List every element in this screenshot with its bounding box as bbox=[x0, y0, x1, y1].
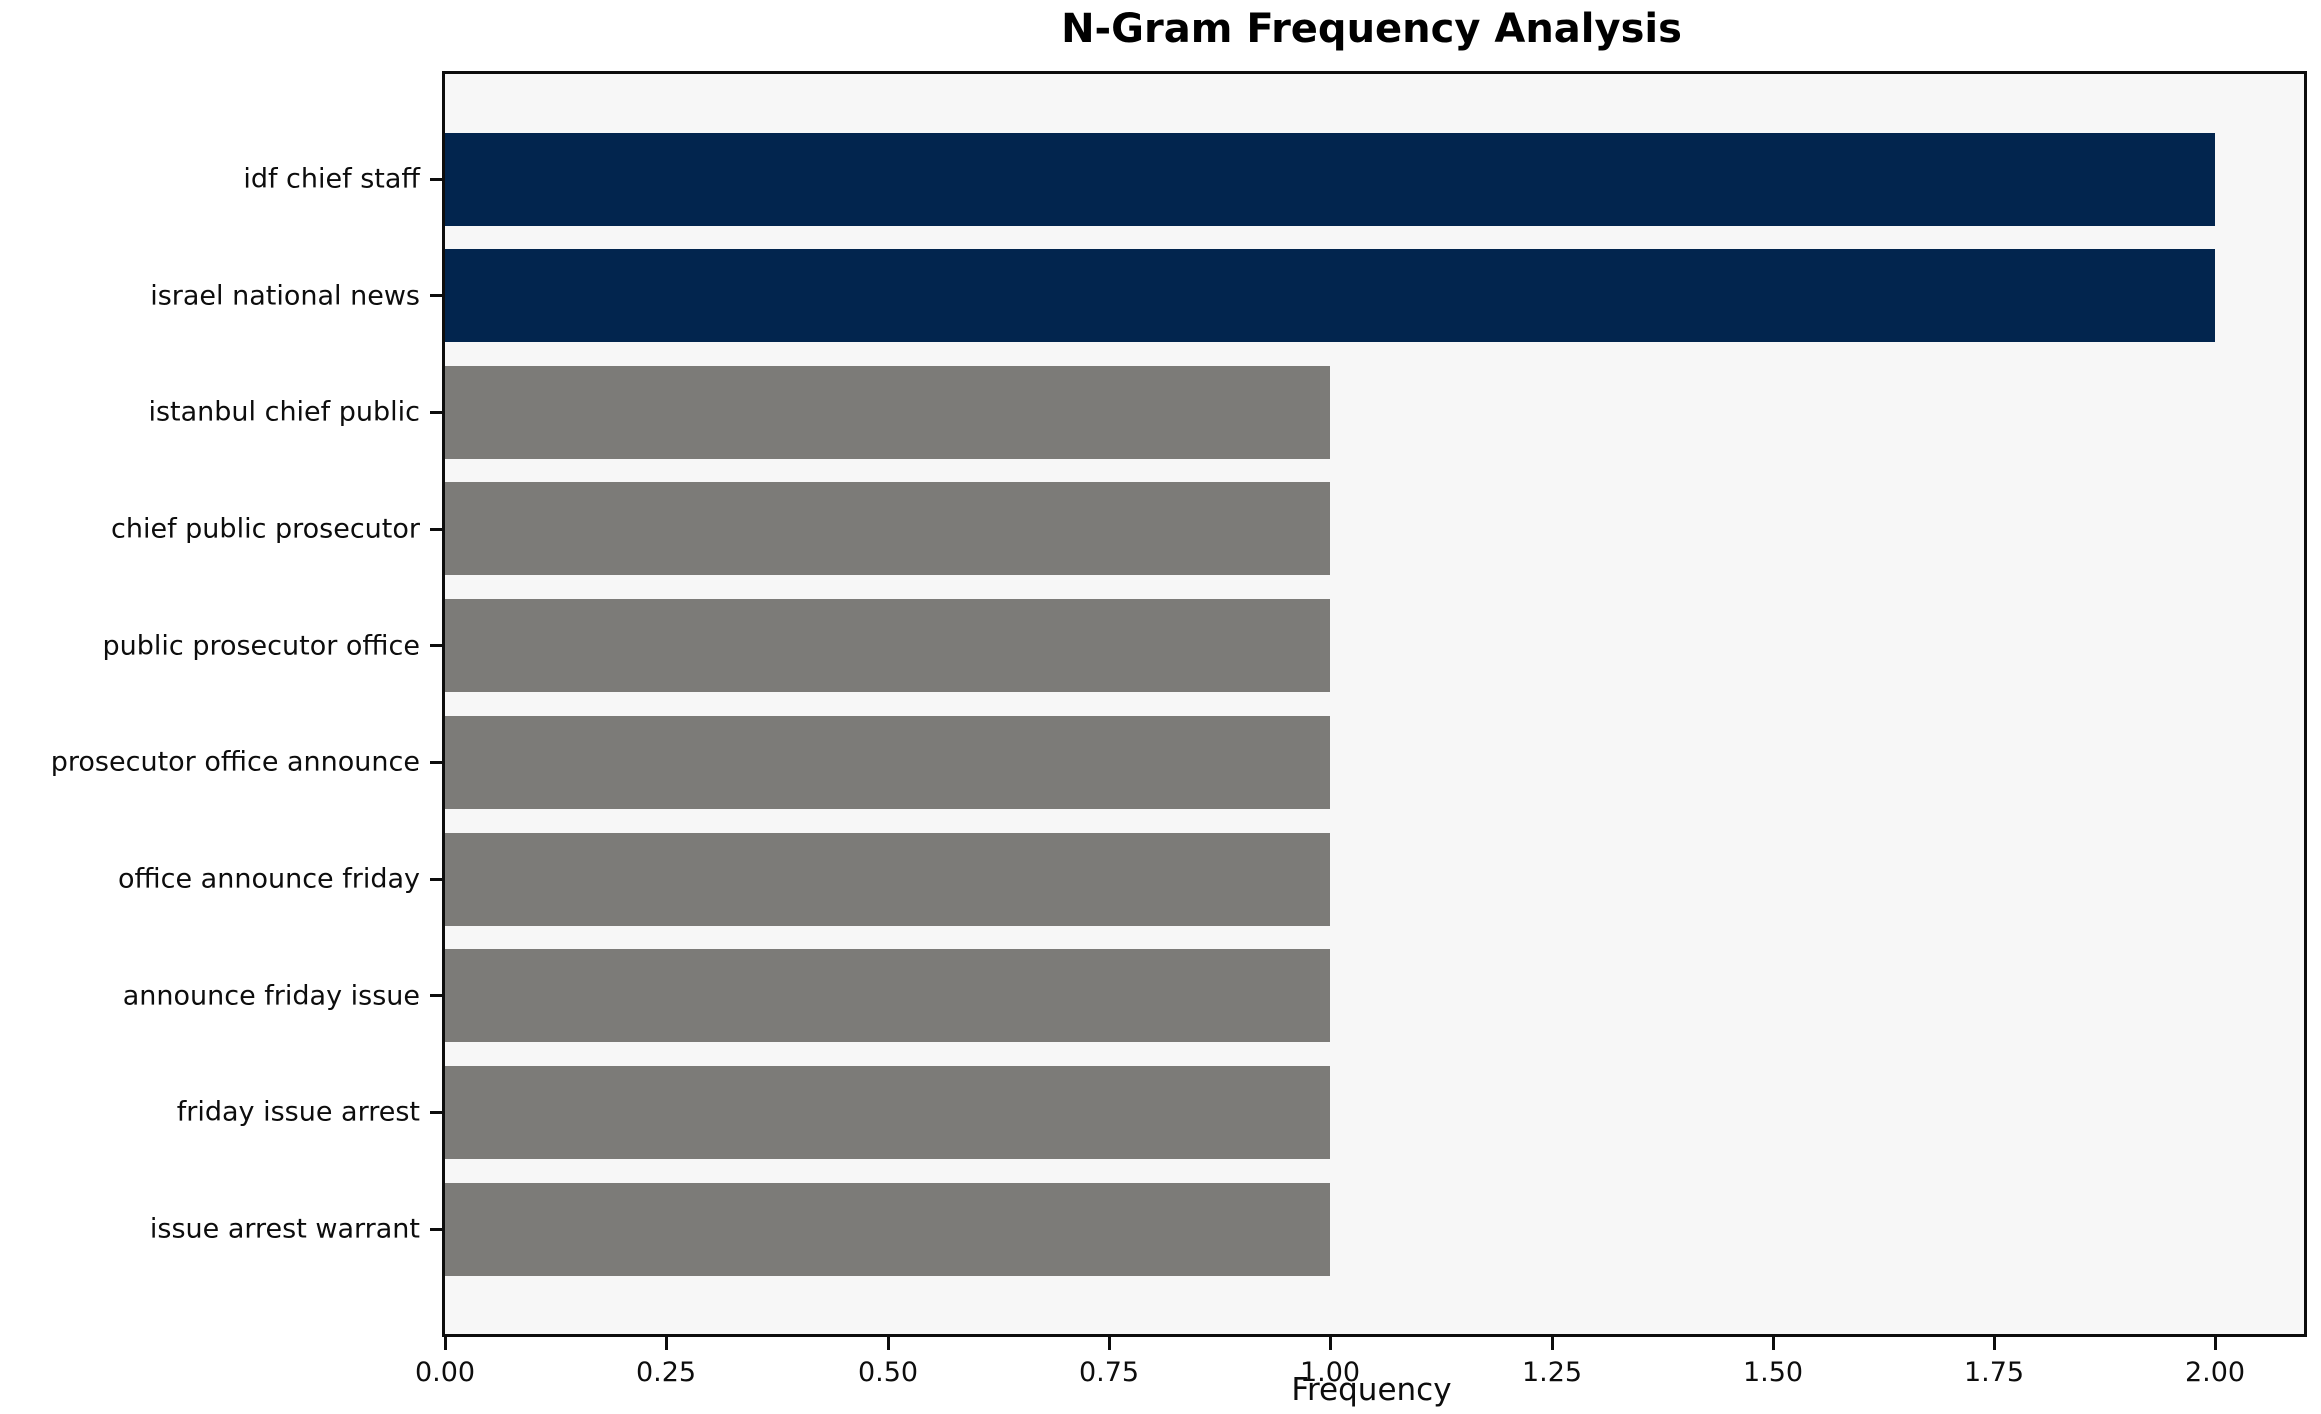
x-tick-label-0.25: 0.25 bbox=[635, 1357, 697, 1388]
x-tick-0.75 bbox=[1107, 1337, 1111, 1350]
y-tick-label-public-prosecutor-office: public prosecutor office bbox=[102, 630, 421, 662]
bar-office-announce-friday bbox=[445, 833, 1330, 926]
bar-idf-chief-staff bbox=[445, 133, 2215, 226]
x-tick-0.00 bbox=[443, 1337, 447, 1350]
y-tick-label-istanbul-chief-public: istanbul chief public bbox=[148, 396, 420, 428]
y-tick-label-prosecutor-office-announce: prosecutor office announce bbox=[50, 746, 420, 778]
y-tick-issue-arrest-warrant bbox=[430, 1228, 442, 1231]
y-tick-label-office-announce-friday: office announce friday bbox=[118, 863, 420, 895]
y-tick-israel-national-news bbox=[430, 294, 442, 297]
x-tick-label-0.75: 0.75 bbox=[1078, 1357, 1140, 1388]
bar-istanbul-chief-public bbox=[445, 366, 1330, 459]
x-tick-1.50 bbox=[1771, 1337, 1775, 1350]
y-tick-label-friday-issue-arrest: friday issue arrest bbox=[176, 1096, 420, 1128]
y-tick-idf-chief-staff bbox=[430, 178, 442, 181]
y-tick-label-chief-public-prosecutor: chief public prosecutor bbox=[111, 513, 420, 545]
bar-public-prosecutor-office bbox=[445, 599, 1330, 692]
y-tick-label-israel-national-news: israel national news bbox=[150, 280, 420, 312]
x-tick-label-1.50: 1.50 bbox=[1742, 1357, 1804, 1388]
y-tick-chief-public-prosecutor bbox=[430, 528, 442, 531]
y-tick-office-announce-friday bbox=[430, 878, 442, 881]
y-tick-announce-friday-issue bbox=[430, 994, 442, 997]
y-tick-public-prosecutor-office bbox=[430, 644, 442, 647]
x-tick-label-1.00: 1.00 bbox=[1299, 1357, 1361, 1388]
bar-issue-arrest-warrant bbox=[445, 1183, 1330, 1276]
x-tick-0.25 bbox=[664, 1337, 668, 1350]
y-tick-friday-issue-arrest bbox=[430, 1111, 442, 1114]
x-tick-1.25 bbox=[1550, 1337, 1554, 1350]
x-tick-label-0.50: 0.50 bbox=[857, 1357, 919, 1388]
x-tick-label-1.75: 1.75 bbox=[1963, 1357, 2025, 1388]
y-tick-prosecutor-office-announce bbox=[430, 761, 442, 764]
bar-prosecutor-office-announce bbox=[445, 716, 1330, 809]
y-tick-label-issue-arrest-warrant: issue arrest warrant bbox=[149, 1213, 420, 1245]
plot-area bbox=[442, 71, 2307, 1337]
y-tick-label-announce-friday-issue: announce friday issue bbox=[122, 980, 420, 1012]
chart-title: N-Gram Frequency Analysis bbox=[1061, 6, 1682, 52]
bar-chief-public-prosecutor bbox=[445, 482, 1330, 575]
x-tick-label-0.00: 0.00 bbox=[414, 1357, 476, 1388]
bar-friday-issue-arrest bbox=[445, 1066, 1330, 1159]
x-axis-label: Frequency bbox=[1291, 1372, 1452, 1408]
x-tick-label-1.25: 1.25 bbox=[1521, 1357, 1583, 1388]
bar-israel-national-news bbox=[445, 249, 2215, 342]
y-tick-istanbul-chief-public bbox=[430, 411, 442, 414]
y-tick-label-idf-chief-staff: idf chief staff bbox=[243, 163, 420, 195]
x-tick-1.75 bbox=[1992, 1337, 1996, 1350]
x-tick-2.00 bbox=[2213, 1337, 2217, 1350]
bar-announce-friday-issue bbox=[445, 949, 1330, 1042]
x-tick-0.50 bbox=[886, 1337, 890, 1350]
x-tick-label-2.00: 2.00 bbox=[2184, 1357, 2246, 1388]
x-tick-1.00 bbox=[1328, 1337, 1332, 1350]
